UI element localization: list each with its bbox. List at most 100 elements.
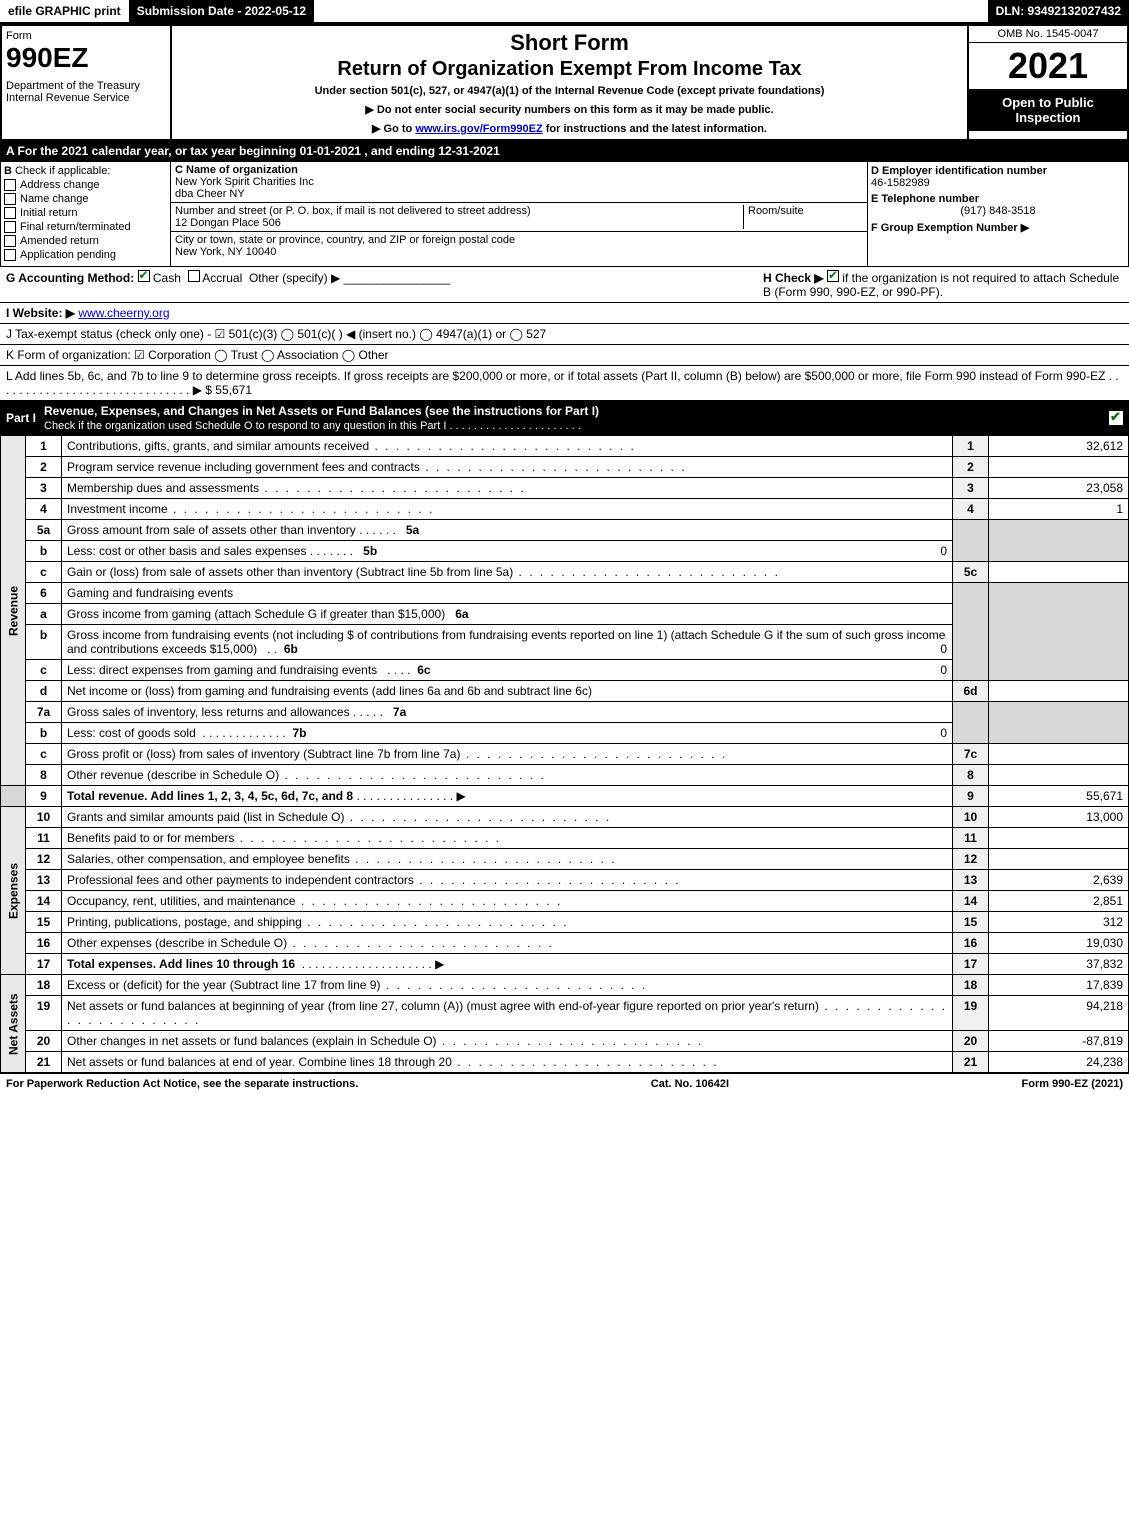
part-1-title: Revenue, Expenses, and Changes in Net As… bbox=[44, 404, 1109, 432]
line-5c: Gain or (loss) from sale of assets other… bbox=[62, 562, 953, 583]
header-right: OMB No. 1545-0047 2021 Open to Public In… bbox=[967, 26, 1127, 139]
org-name: New York Spirit Charities Inc bbox=[175, 176, 314, 188]
chk-cash[interactable] bbox=[138, 270, 150, 282]
line-a: A For the 2021 calendar year, or tax yea… bbox=[0, 141, 1129, 161]
chk-initial-return[interactable]: Initial return bbox=[4, 207, 167, 219]
l-text: L Add lines 5b, 6c, and 7b to line 9 to … bbox=[6, 369, 1119, 397]
topbar: efile GRAPHIC print Submission Date - 20… bbox=[0, 0, 1129, 24]
line-6d: Net income or (loss) from gaming and fun… bbox=[62, 681, 953, 702]
checkbox-icon bbox=[4, 221, 16, 233]
b-label: B bbox=[4, 165, 12, 177]
line-3: Membership dues and assessments bbox=[62, 478, 953, 499]
tax-year: 2021 bbox=[969, 43, 1127, 89]
checkbox-icon bbox=[4, 207, 16, 219]
g-label: G Accounting Method: bbox=[6, 271, 134, 285]
col-c-org: C Name of organization New York Spirit C… bbox=[171, 162, 868, 266]
chk-h[interactable] bbox=[827, 270, 839, 282]
val-1: 32,612 bbox=[989, 436, 1129, 457]
part-1-header: Part I Revenue, Expenses, and Changes in… bbox=[0, 401, 1129, 435]
form-number: 990EZ bbox=[6, 42, 166, 74]
submission-date: Submission Date - 2022-05-12 bbox=[129, 0, 314, 22]
chk-final-return[interactable]: Final return/terminated bbox=[4, 221, 167, 233]
room-label: Room/suite bbox=[748, 205, 804, 217]
checkbox-icon bbox=[4, 249, 16, 261]
short-form-title: Short Form bbox=[176, 30, 963, 56]
row-g-h: G Accounting Method: Cash Accrual Other … bbox=[0, 267, 1129, 303]
line-14: Occupancy, rent, utilities, and maintena… bbox=[62, 891, 953, 912]
line-7c: Gross profit or (loss) from sales of inv… bbox=[62, 744, 953, 765]
efile-label: efile GRAPHIC print bbox=[0, 0, 129, 22]
f-label: F Group Exemption Number ▶ bbox=[871, 222, 1029, 234]
website-link[interactable]: www.cheerny.org bbox=[78, 306, 169, 320]
e-label: E Telephone number bbox=[871, 193, 979, 205]
line-15: Printing, publications, postage, and shi… bbox=[62, 912, 953, 933]
c-label: C Name of organization bbox=[175, 164, 298, 176]
line-1: Contributions, gifts, grants, and simila… bbox=[62, 436, 953, 457]
expenses-side: Expenses bbox=[1, 807, 26, 975]
row-l: L Add lines 5b, 6c, and 7b to line 9 to … bbox=[0, 366, 1129, 401]
form-label: Form bbox=[6, 30, 166, 42]
i-label: I Website: ▶ bbox=[6, 306, 75, 320]
checkbox-icon bbox=[4, 179, 16, 191]
line-18: Excess or (deficit) for the year (Subtra… bbox=[62, 975, 953, 996]
dept-label: Department of the Treasury Internal Reve… bbox=[6, 80, 166, 104]
org-city: New York, NY 10040 bbox=[175, 246, 276, 258]
netassets-side: Net Assets bbox=[1, 975, 26, 1073]
lines-table: Revenue 1Contributions, gifts, grants, a… bbox=[0, 435, 1129, 1073]
line-12: Salaries, other compensation, and employ… bbox=[62, 849, 953, 870]
city-label: City or town, state or province, country… bbox=[175, 234, 515, 246]
section-b: B Check if applicable: Address change Na… bbox=[0, 161, 1129, 267]
line-8: Other revenue (describe in Schedule O) bbox=[62, 765, 953, 786]
org-addr: 12 Dongan Place 506 bbox=[175, 217, 281, 229]
form-note-2: ▶ Go to www.irs.gov/Form990EZ for instru… bbox=[176, 122, 963, 135]
part-1-checkbox[interactable] bbox=[1109, 411, 1123, 425]
chk-application-pending[interactable]: Application pending bbox=[4, 249, 167, 261]
header-left: Form 990EZ Department of the Treasury In… bbox=[2, 26, 172, 139]
ein: 46-1582989 bbox=[871, 177, 930, 189]
checkbox-icon bbox=[4, 193, 16, 205]
open-public: Open to Public Inspection bbox=[969, 89, 1127, 131]
footer-formid: Form 990-EZ (2021) bbox=[1022, 1078, 1123, 1090]
footer-left: For Paperwork Reduction Act Notice, see … bbox=[6, 1078, 358, 1090]
line-16: Other expenses (describe in Schedule O) bbox=[62, 933, 953, 954]
line-2: Program service revenue including govern… bbox=[62, 457, 953, 478]
line-11: Benefits paid to or for members bbox=[62, 828, 953, 849]
org-name-row: C Name of organization New York Spirit C… bbox=[171, 162, 867, 203]
chk-accrual[interactable] bbox=[188, 270, 200, 282]
line-4: Investment income bbox=[62, 499, 953, 520]
org-dba: dba Cheer NY bbox=[175, 188, 245, 200]
footer: For Paperwork Reduction Act Notice, see … bbox=[0, 1073, 1129, 1094]
row-i: I Website: ▶ www.cheerny.org bbox=[0, 303, 1129, 324]
line-17: Total expenses. Add lines 10 through 16 … bbox=[62, 954, 953, 975]
form-header: Form 990EZ Department of the Treasury In… bbox=[0, 24, 1129, 141]
chk-name-change[interactable]: Name change bbox=[4, 193, 167, 205]
h-label: H Check ▶ bbox=[763, 271, 824, 285]
line-19: Net assets or fund balances at beginning… bbox=[62, 996, 953, 1031]
line-num: 1 bbox=[26, 436, 62, 457]
form-note-1: ▶ Do not enter social security numbers o… bbox=[176, 103, 963, 116]
row-j: J Tax-exempt status (check only one) - ☑… bbox=[0, 324, 1129, 345]
form-title: Return of Organization Exempt From Incom… bbox=[176, 58, 963, 81]
addr-label: Number and street (or P. O. box, if mail… bbox=[175, 205, 531, 217]
org-city-row: City or town, state or province, country… bbox=[171, 232, 867, 260]
revenue-side: Revenue bbox=[1, 436, 26, 786]
line-20: Other changes in net assets or fund bala… bbox=[62, 1031, 953, 1052]
line-21: Net assets or fund balances at end of ye… bbox=[62, 1052, 953, 1073]
header-center: Short Form Return of Organization Exempt… bbox=[172, 26, 967, 139]
line-6: Gaming and fundraising events bbox=[62, 583, 953, 604]
irs-link[interactable]: www.irs.gov/Form990EZ bbox=[415, 123, 542, 135]
phone: (917) 848-3518 bbox=[871, 205, 1125, 217]
line-10: Grants and similar amounts paid (list in… bbox=[62, 807, 953, 828]
line-13: Professional fees and other payments to … bbox=[62, 870, 953, 891]
b-check-label: Check if applicable: bbox=[15, 165, 110, 177]
line-9: Total revenue. Add lines 1, 2, 3, 4, 5c,… bbox=[62, 786, 953, 807]
dln: DLN: 93492132027432 bbox=[988, 0, 1129, 22]
omb-number: OMB No. 1545-0047 bbox=[969, 26, 1127, 43]
form-subtitle: Under section 501(c), 527, or 4947(a)(1)… bbox=[176, 85, 963, 97]
chk-address-change[interactable]: Address change bbox=[4, 179, 167, 191]
l-amount: 55,671 bbox=[215, 383, 252, 397]
col-d-right: D Employer identification number 46-1582… bbox=[868, 162, 1128, 266]
chk-amended-return[interactable]: Amended return bbox=[4, 235, 167, 247]
checkbox-icon bbox=[4, 235, 16, 247]
org-addr-row: Number and street (or P. O. box, if mail… bbox=[171, 203, 867, 232]
